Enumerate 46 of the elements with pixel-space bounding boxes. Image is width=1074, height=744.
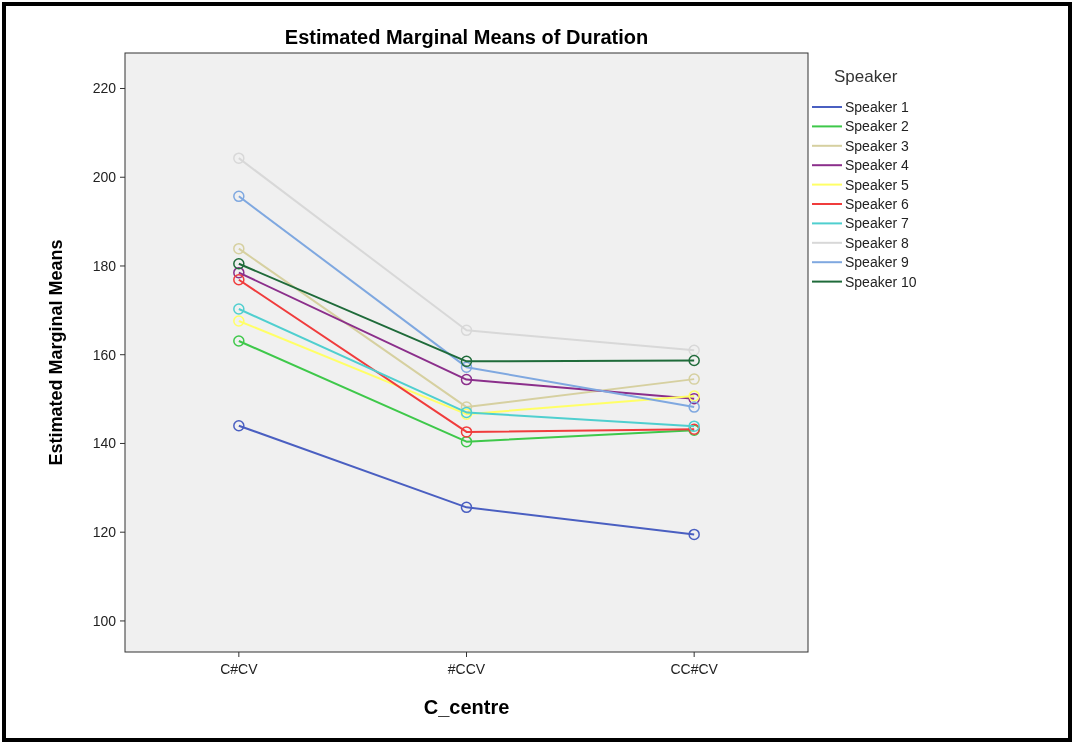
point xyxy=(233,266,245,279)
point xyxy=(233,258,245,270)
x-tick-label: CC#CV xyxy=(670,661,719,677)
legend-label: Speaker 1 xyxy=(845,98,910,115)
point xyxy=(688,373,700,385)
chart-title: Estimated Marginal Means of Duration xyxy=(284,26,649,48)
point xyxy=(688,354,700,367)
point xyxy=(460,401,473,413)
legend-label: Speaker 5 xyxy=(845,176,910,193)
point xyxy=(233,273,245,286)
x-tick-label: C#CV xyxy=(220,661,259,677)
legend-label: Speaker 10 xyxy=(845,273,917,290)
point xyxy=(233,419,245,432)
point xyxy=(233,315,245,327)
y-tick-label: 140 xyxy=(92,435,117,452)
y-tick-label: 120 xyxy=(92,524,117,541)
y-tick-label: 100 xyxy=(92,612,117,629)
point xyxy=(460,501,473,514)
legend-title: Speaker xyxy=(834,67,898,86)
point xyxy=(233,190,245,203)
y-tick-label: 180 xyxy=(92,257,117,274)
point xyxy=(460,361,473,373)
point xyxy=(460,435,473,448)
y-axis-title: Estimated Marginal Means xyxy=(46,239,66,466)
legend-label: Speaker 8 xyxy=(845,234,910,251)
legend-label: Speaker 2 xyxy=(845,118,910,135)
point xyxy=(460,426,473,438)
y-tick-label: 220 xyxy=(92,80,117,97)
legend-label: Speaker 9 xyxy=(845,254,910,271)
legend-label: Speaker 3 xyxy=(845,137,910,154)
y-tick-label: 200 xyxy=(92,169,117,186)
x-tick-label: #CCV xyxy=(447,661,486,677)
point xyxy=(460,324,473,337)
y-tick-label: 160 xyxy=(92,346,117,363)
point xyxy=(460,355,473,368)
point xyxy=(233,152,245,164)
point xyxy=(233,303,245,315)
point xyxy=(460,373,473,386)
x-axis-title: C_centre xyxy=(423,696,510,718)
point xyxy=(688,528,700,541)
point xyxy=(233,335,245,347)
legend-label: Speaker 6 xyxy=(845,195,910,212)
legend-label: Speaker 4 xyxy=(845,157,910,174)
point xyxy=(688,401,700,413)
legend-label: Speaker 7 xyxy=(845,215,910,232)
point xyxy=(233,242,245,255)
